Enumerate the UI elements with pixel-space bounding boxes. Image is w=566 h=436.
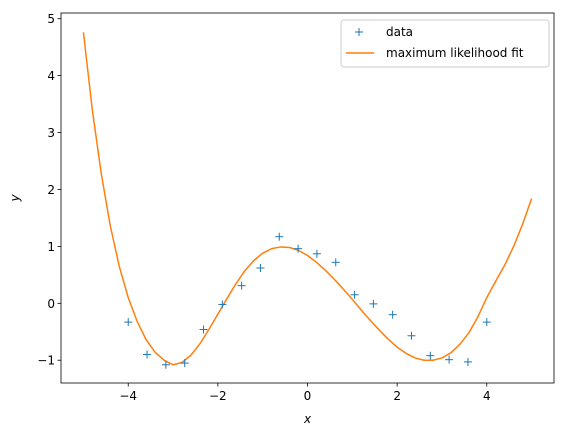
y-axis-label: y — [8, 194, 22, 203]
data-point — [463, 357, 472, 366]
data-point — [237, 281, 246, 290]
x-tick-label: −2 — [209, 389, 227, 403]
data-point — [218, 300, 227, 309]
data-point — [482, 318, 491, 327]
data-point — [369, 299, 378, 308]
legend: data maximum likelihood fit — [340, 19, 550, 68]
data-point — [407, 331, 416, 340]
data-point — [350, 290, 359, 299]
x-axis-ticks: −4 −2 0 2 4 — [119, 383, 491, 403]
plot-frame — [60, 12, 555, 384]
y-tick-label: 4 — [47, 69, 55, 83]
y-axis-ticks: −1 0 1 2 3 4 5 — [37, 12, 61, 368]
x-tick-label: 2 — [393, 389, 401, 403]
y-tick-label: 1 — [47, 240, 55, 254]
legend-label-data: data — [386, 25, 413, 39]
y-tick-label: 3 — [47, 126, 55, 140]
data-point — [143, 350, 152, 359]
data-point — [445, 355, 454, 364]
x-tick-label: 4 — [483, 389, 491, 403]
x-tick-label: 0 — [304, 389, 312, 403]
y-tick-label: 0 — [47, 297, 55, 311]
plot-area — [82, 32, 533, 369]
data-point — [426, 351, 435, 360]
legend-marker-data — [355, 28, 363, 36]
y-tick-label: 2 — [47, 183, 55, 197]
x-axis-label: x — [303, 412, 312, 426]
data-point — [388, 310, 397, 319]
x-tick-label: −4 — [119, 389, 137, 403]
y-tick-label: 5 — [47, 12, 55, 26]
legend-label-fit: maximum likelihood fit — [386, 46, 524, 60]
data-point — [199, 325, 208, 334]
data-point — [294, 244, 303, 253]
data-point — [275, 232, 284, 241]
data-point — [256, 264, 265, 273]
data-point — [161, 360, 170, 369]
data-point — [312, 249, 321, 258]
data-point — [331, 258, 340, 267]
legend-frame — [340, 19, 550, 68]
data-point — [180, 359, 189, 368]
data-point — [124, 318, 133, 327]
fit-line — [82, 32, 533, 366]
y-tick-label: −1 — [37, 354, 55, 368]
